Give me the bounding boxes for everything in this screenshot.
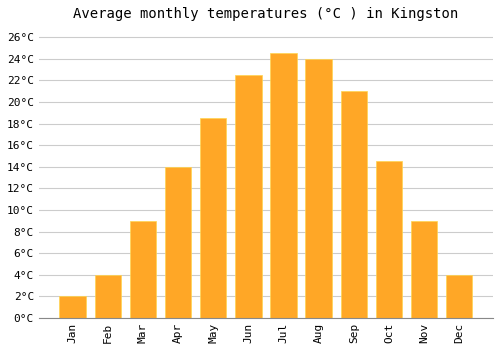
- Bar: [130, 221, 156, 318]
- Bar: [60, 296, 86, 318]
- Bar: [411, 221, 438, 318]
- Bar: [446, 275, 472, 318]
- Bar: [165, 167, 191, 318]
- Title: Average monthly temperatures (°C ) in Kingston: Average monthly temperatures (°C ) in Ki…: [74, 7, 458, 21]
- Bar: [376, 161, 402, 318]
- Bar: [235, 75, 262, 318]
- Bar: [306, 59, 332, 318]
- Bar: [270, 53, 296, 318]
- Bar: [200, 118, 226, 318]
- Bar: [94, 275, 121, 318]
- Bar: [340, 91, 367, 318]
